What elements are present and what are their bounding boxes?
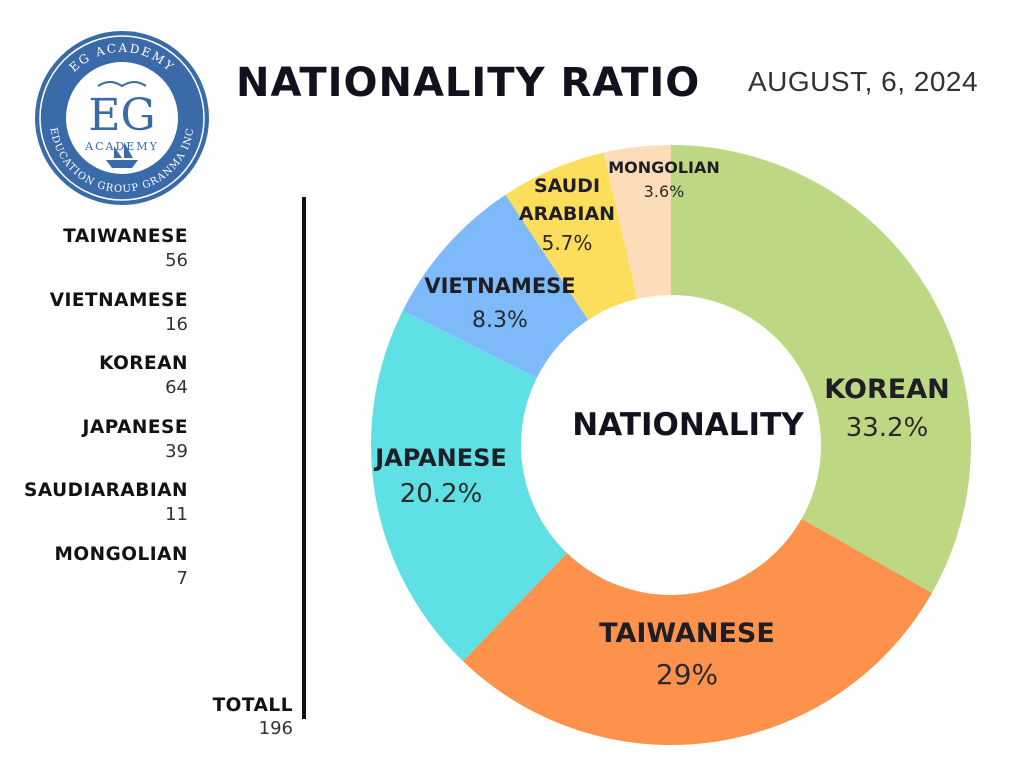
slice-value-vietnamese: 8.3% <box>472 308 528 333</box>
legend-item-vietnamese: VIETNAMESE 16 <box>0 288 188 352</box>
legend-item-korean: KOREAN 64 <box>0 351 188 415</box>
slice-label-korean: KOREAN <box>824 374 949 405</box>
legend-label: JAPANESE <box>82 416 188 438</box>
legend-label: VIETNAMESE <box>49 289 188 311</box>
legend-label: TAIWANESE <box>63 226 188 247</box>
eg-academy-logo: EG ACADEMY EDUCATION GROUP GRANMA INC EG… <box>35 31 209 205</box>
total-label: TOTALL <box>212 695 293 716</box>
slice-mongolian <box>603 145 671 299</box>
legend-count: 7 <box>176 567 188 589</box>
slice-value-mongolian: 3.6% <box>644 182 685 201</box>
report-date: AUGUST, 6, 2024 <box>748 66 979 97</box>
slice-japanese <box>370 310 567 662</box>
legend-item-taiwanese: TAIWANESE 56 <box>0 224 188 288</box>
donut-center-label: NATIONALITY <box>572 407 804 443</box>
legend-item-saudiarabian: SAUDIARABIAN 11 <box>0 478 188 542</box>
slice-value-taiwanese: 29% <box>656 658 718 691</box>
slice-label-mongolian: MONGOLIAN <box>608 158 720 177</box>
slice-taiwanese <box>462 518 933 745</box>
ship-icon <box>106 142 138 168</box>
slice-label-saudi-arabian: SAUDI ARABIAN <box>519 175 615 225</box>
slice-value-korean: 33.2% <box>846 413 929 443</box>
legend-count: 11 <box>165 504 188 526</box>
slice-vietnamese <box>402 194 589 378</box>
legend-item-japanese: JAPANESE 39 <box>0 415 188 479</box>
legend-item-mongolian: MONGOLIAN 7 <box>0 542 188 606</box>
divider-line <box>302 197 306 719</box>
legend-label: MONGOLIAN <box>54 543 188 565</box>
svg-text:EG: EG <box>88 90 155 141</box>
slice-label-japanese: JAPANESE <box>373 444 507 472</box>
legend-label: SAUDIARABIAN <box>24 480 188 502</box>
legend-label: KOREAN <box>99 353 188 375</box>
legend-count: 56 <box>165 250 188 271</box>
slice-saudi-arabian <box>505 152 638 320</box>
slice-label-taiwanese: TAIWANESE <box>599 618 775 649</box>
slice-value-japanese: 20.2% <box>400 479 483 509</box>
total-block: TOTALL 196 <box>180 694 293 740</box>
total-value: 196 <box>258 718 293 739</box>
svg-text:ACADEMY: ACADEMY <box>84 140 159 153</box>
slice-label-vietnamese: VIETNAMESE <box>424 274 575 298</box>
legend: TAIWANESE 56 VIETNAMESE 16 KOREAN 64 JAP… <box>0 224 188 606</box>
legend-count: 39 <box>165 440 188 462</box>
page-title: NATIONALITY RATIO <box>236 60 701 106</box>
slice-korean <box>671 145 971 593</box>
legend-count: 64 <box>165 377 188 399</box>
legend-count: 16 <box>165 313 188 335</box>
slice-value-saudi-arabian: 5.7% <box>542 231 593 255</box>
